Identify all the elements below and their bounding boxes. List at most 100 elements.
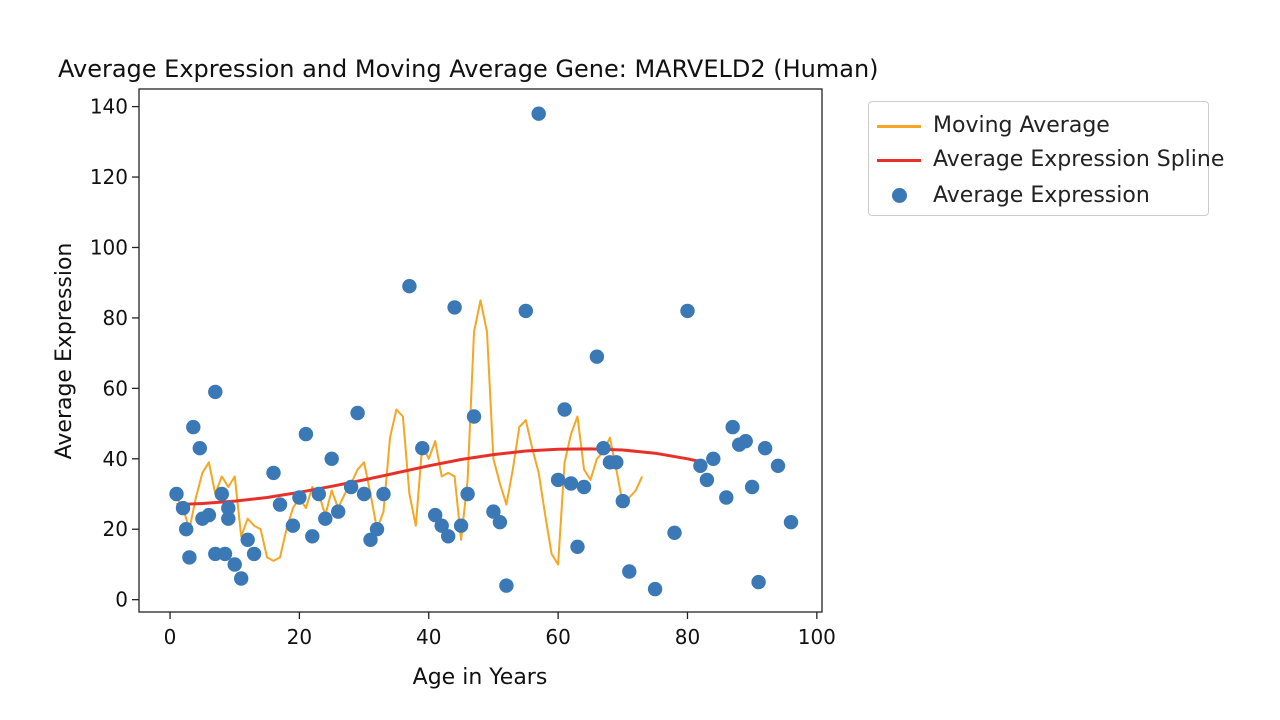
y-axis-label: Average Expression [52,243,77,460]
scatter-point [217,546,233,562]
scatter-point [324,451,339,466]
legend-item-spline: Average Expression Spline [869,145,1224,175]
scatter-point [466,409,482,424]
chart-title: Average Expression and Moving Average Ge… [58,55,879,83]
x-tick-label: 60 [545,625,570,649]
scatter-point [557,402,572,417]
scatter-point [363,532,378,547]
moving-average-line [175,299,644,566]
scatter-point [770,458,786,473]
scatter-point [725,419,740,435]
x-tick-label: 0 [164,625,177,649]
scatter-point [744,479,760,495]
scatter-point [447,300,462,315]
scatter-point [596,441,611,456]
scatter-point [667,525,682,540]
legend-label-moving-average: Moving Average [933,113,1110,138]
scatter-point [428,507,443,523]
scatter-point [311,486,326,502]
scatter-point [486,504,501,519]
spline-line [176,447,701,507]
scatter-point [738,434,753,449]
legend: Moving Average Average Expression Spline… [868,101,1224,216]
y-tick-label: 40 [103,447,128,471]
plot-area [169,106,799,597]
y-tick-label: 80 [103,306,128,330]
scatter-point [182,550,197,565]
scatter-point [492,515,508,530]
scatter-point [576,479,592,495]
scatter-point [751,574,766,590]
scatter-point [221,500,236,516]
x-tick-label: 40 [416,625,441,649]
scatter-point [706,451,721,466]
scatter-point [699,472,715,488]
scatter-point [201,507,217,523]
scatter-point [214,486,229,502]
scatter-point [240,532,255,547]
scatter-point [350,405,365,421]
y-tick-label: 20 [103,517,128,541]
legend-swatch-spline [877,159,921,162]
scatter-point [292,490,307,505]
legend-item-average-expression: Average Expression [869,181,1208,211]
scatter-point [499,578,514,593]
scatter-point [589,349,605,364]
x-tick-label: 20 [287,625,312,649]
y-tick-label: 120 [90,165,128,189]
scatter-point [647,581,663,597]
legend-label-average-expression: Average Expression [933,183,1150,208]
scatter-point [563,476,579,491]
legend-swatch-moving-average [877,125,921,128]
scatter-point [234,571,249,586]
scatter-point [376,486,391,502]
scatter-point [221,511,236,526]
scatter-point [518,303,533,319]
scatter-point [531,106,546,121]
y-tick-label: 0 [115,588,128,612]
scatter-point [453,518,469,533]
scatter-point [179,522,194,537]
axes: 0 20 40 60 80 100 0 20 40 60 80 100 120 140 [90,95,836,649]
scatter-point [227,557,242,572]
scatter-point [175,500,191,516]
x-axis-label: Age in Years [413,665,548,690]
scatter-point [318,511,333,526]
scatter-point [369,522,385,537]
legend-label-spline: Average Expression Spline [933,147,1225,172]
scatter-point [680,303,695,319]
scatter-point [609,455,624,470]
scatter-point [570,539,585,554]
scatter-point [356,486,372,502]
scatter-point [441,529,456,544]
legend-swatch-average-expression [892,188,907,203]
scatter-point [757,441,773,456]
scatter-point [246,546,262,562]
scatter-point [169,486,184,502]
scatter-point [266,465,281,481]
scatter-point [186,419,201,435]
scatter-point [615,493,630,509]
y-tick-label: 60 [103,376,128,400]
x-tick-label: 80 [675,625,700,649]
scatter-point [272,497,288,512]
scatter-point [402,279,417,294]
scatter-point [305,529,320,544]
scatter-point [622,564,637,579]
y-tick-label: 140 [90,95,128,119]
scatter-point [192,441,207,456]
scatter-point [460,486,475,502]
y-tick-label: 100 [90,235,128,259]
scatter-point [285,518,301,533]
scatter-point [415,441,430,456]
scatter-point [208,384,223,400]
scatter-point [331,504,346,519]
scatter-point [693,458,708,473]
legend-item-moving-average: Moving Average [869,111,1208,141]
scatter-point [550,472,566,488]
scatter-point [298,426,314,442]
scatter-point [343,479,359,495]
scatter-point [783,515,799,530]
plot-frame [138,88,823,613]
